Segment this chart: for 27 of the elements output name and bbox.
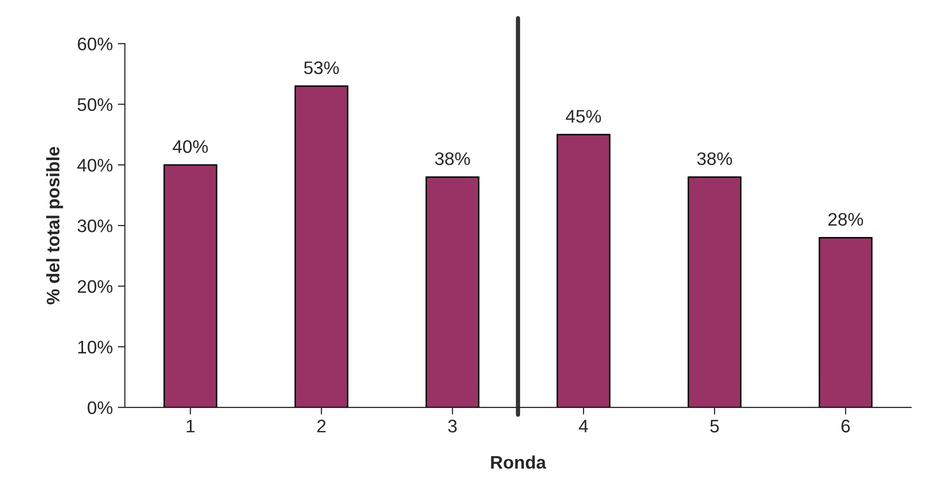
y-tick-label: 30%: [78, 219, 112, 232]
x-tick-label: 4: [578, 420, 588, 432]
y-tick-label: 50%: [78, 98, 112, 111]
y-axis-title: % del total posible: [46, 146, 64, 304]
x-tick-label: 3: [448, 420, 457, 432]
x-tick-label: 1: [186, 420, 195, 432]
x-tick-label: 6: [842, 420, 850, 432]
bar: [163, 164, 218, 408]
x-tick-label: 5: [710, 420, 719, 432]
x-axis-title: Ronda: [491, 455, 546, 469]
y-tick-label: 20%: [78, 280, 112, 293]
y-tick-label: 10%: [78, 340, 112, 354]
bar: [688, 176, 742, 408]
data-label: 53%: [304, 61, 339, 74]
bar: [294, 85, 348, 408]
bar: [426, 176, 480, 408]
x-tick-label: 2: [317, 420, 326, 432]
data-label: 38%: [435, 152, 470, 166]
data-label: 45%: [566, 110, 601, 123]
bar: [556, 134, 610, 408]
y-tick-label: 0%: [88, 401, 112, 414]
data-label: 40%: [172, 140, 208, 153]
data-label: 38%: [697, 152, 732, 166]
bar: [818, 236, 873, 408]
y-tick-label: 40%: [77, 158, 112, 172]
y-tick-label: 60%: [78, 38, 112, 50]
data-label: 28%: [828, 212, 864, 226]
